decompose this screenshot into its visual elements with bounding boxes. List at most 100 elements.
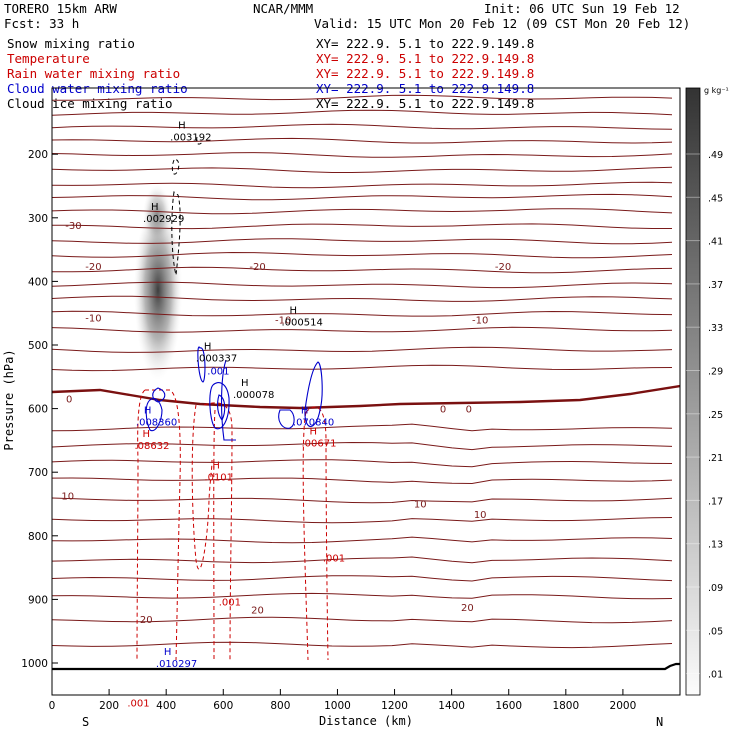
isotherm-line — [52, 441, 673, 451]
maximum-value: .000078 — [233, 390, 274, 401]
x-axis: 0 200 400 600 800 1000 1200 1400 1600 1800 2000 — [49, 689, 636, 712]
maximum-value: .002929 — [143, 214, 184, 225]
legend-label: Rain water mixing ratio — [7, 66, 180, 81]
maximum-value: .00671 — [301, 438, 336, 449]
x-tick-label: 1800 — [552, 700, 579, 712]
maximum-value: .0101 — [204, 473, 233, 484]
isotherm-line — [52, 223, 672, 230]
maximum-value: .001 — [219, 597, 241, 608]
init-time: Init: 06 UTC Sun 19 Feb 12 — [484, 1, 680, 16]
legend-xy: XY= 222.9. 5.1 to 222.9.149.8 — [316, 36, 534, 51]
maximum-marker: H.000514 — [281, 305, 322, 328]
legend-entry: Rain water mixing ratio XY= 222.9. 5.1 to… — [7, 66, 534, 81]
isotherm-label: -20 — [249, 262, 265, 273]
legend-entry: Temperature XY= 222.9. 5.1 to 222.9.149.8 — [7, 51, 534, 66]
maximum-H: H — [144, 405, 152, 416]
colorbar-unit: g kg⁻¹ — [704, 86, 729, 95]
isotherm-label: -10 — [85, 314, 101, 325]
legend-xy: XY= 222.9. 5.1 to 222.9.149.8 — [316, 51, 534, 66]
isotherm-label: 0 — [440, 405, 446, 416]
maximum-marker: H.008360 — [136, 405, 177, 428]
plot-area — [52, 94, 680, 671]
y-tick-label: 1000 — [21, 658, 48, 670]
isotherm-line — [52, 281, 673, 289]
isotherm-label: 10 — [474, 510, 487, 521]
legend-entry: Cloud ice mixing ratio XY= 222.9. 5.1 to … — [7, 96, 534, 111]
snow-shading-upper — [143, 185, 171, 245]
colorbar-label: .09 — [708, 583, 723, 594]
isotherm-label: -10 — [275, 316, 291, 327]
maximum-H: H — [151, 202, 159, 213]
isotherm-line — [52, 166, 673, 173]
isotherm-label: -30 — [65, 221, 81, 232]
maximum-value: .001 — [127, 698, 149, 709]
model-title: TORERO 15km ARW — [4, 1, 117, 16]
isotherm-line — [52, 592, 673, 600]
maximum-H: H — [212, 461, 220, 472]
colorbar-label: .33 — [708, 323, 723, 334]
isotherm-label: 0 — [66, 394, 72, 405]
isotherm-label: -20 — [495, 262, 511, 273]
y-axis-label: Pressure (hPa) — [2, 349, 16, 450]
isotherm-line — [52, 238, 673, 245]
isotherm-label: 10 — [61, 492, 74, 503]
y-tick-label: 400 — [28, 276, 48, 288]
isotherm-line — [52, 616, 673, 624]
isotherm-label: 20 — [251, 606, 264, 617]
maximum-marker: H.010297 — [156, 647, 197, 670]
colorbar: g kg⁻¹ .49 .45 .41 .37 .33 .29 .25 .21 .17 .13 .09… — [685, 86, 729, 696]
isotherm-line — [52, 346, 673, 353]
maximum-marker: H.0101 — [204, 461, 233, 484]
forecast-hour: Fcst: 33 h — [4, 16, 79, 31]
y-tick-label: 200 — [28, 149, 48, 161]
isotherm-line — [52, 459, 673, 468]
snow-shading-core — [134, 200, 182, 380]
colorbar-label: .25 — [708, 410, 723, 421]
x-tick-label: 1600 — [495, 700, 522, 712]
isotherm-label: 10 — [414, 499, 427, 510]
y-tick-label: 300 — [28, 213, 48, 225]
maximum-marker: .001 — [323, 553, 345, 564]
maximum-marker: H.070840 — [293, 405, 334, 428]
isotherm-line — [52, 94, 673, 101]
plot-frame — [51, 87, 681, 696]
y-tick-label: 900 — [28, 594, 48, 606]
rain-contours — [136, 389, 329, 661]
isotherm-line — [52, 364, 673, 372]
maximum-H: H — [289, 305, 297, 316]
isotherm-line — [52, 517, 673, 524]
x-tick-label: 200 — [99, 700, 119, 712]
isotherm-label: 0 — [466, 405, 472, 416]
legend-label: Temperature — [7, 51, 90, 66]
colorbar-label: .21 — [708, 453, 723, 464]
colorbar-label: .05 — [708, 626, 723, 637]
south-label: S — [82, 715, 89, 729]
x-tick-label: 0 — [49, 700, 56, 712]
isotherm-line — [52, 497, 673, 504]
isotherm-line — [52, 326, 673, 333]
isotherm-line — [52, 575, 673, 582]
maximum-marker: H.000078 — [233, 378, 274, 401]
maximum-value: .001 — [207, 366, 229, 377]
cloud-ice-contours — [171, 136, 204, 276]
colorbar-label: .17 — [708, 496, 723, 507]
isotherm-line — [52, 193, 673, 201]
isotherm-line — [52, 295, 673, 302]
isotherm-line — [52, 251, 673, 259]
x-axis-label: Distance (km) — [319, 714, 413, 728]
colorbar-label: .49 — [708, 150, 723, 161]
colorbar-label: .41 — [708, 237, 723, 248]
isotherm-line — [52, 109, 673, 116]
isotherm-line — [52, 123, 673, 130]
colorbar-label: .37 — [708, 280, 723, 291]
maximum-value: .08632 — [134, 441, 169, 452]
maximum-marker: H.00671 — [301, 426, 336, 449]
center-title: NCAR/MMM — [253, 1, 313, 16]
legend-xy: XY= 222.9. 5.1 to 222.9.149.8 — [316, 66, 534, 81]
y-tick-label: 600 — [28, 404, 48, 416]
legend-xy: XY= 222.9. 5.1 to 222.9.149.8 — [316, 96, 534, 111]
maximum-marker: .001 — [219, 597, 241, 608]
maximum-marker: H.003192 — [170, 120, 211, 143]
maximum-H: H — [142, 429, 150, 440]
